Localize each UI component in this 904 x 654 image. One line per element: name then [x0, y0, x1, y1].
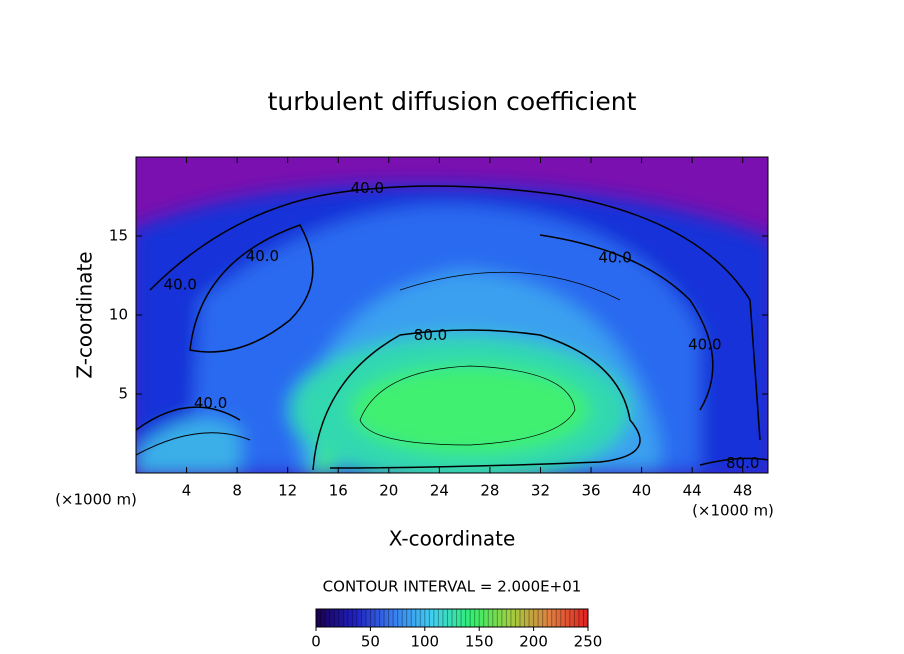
x-tick-label: 44: [683, 482, 702, 500]
x-tick-label: 28: [480, 482, 499, 500]
x-unit-right: (×1000 m): [692, 502, 774, 520]
colorbar-tick-label: 0: [311, 633, 321, 651]
contour-label: 40.0: [351, 179, 384, 197]
contour-label: 80.0: [414, 326, 447, 344]
y-tick-label: 5: [118, 385, 128, 403]
x-tick-label: 24: [430, 482, 449, 500]
field-shade: [136, 184, 768, 473]
colorbar-tick-label: 150: [465, 633, 494, 651]
x-tick-label: 40: [632, 482, 651, 500]
x-tick-label: 36: [581, 482, 600, 500]
x-tick-label: 8: [232, 482, 242, 500]
colorbar-tick-label: 50: [361, 633, 380, 651]
x-tick-label: 20: [379, 482, 398, 500]
colorbar-tick-label: 200: [519, 633, 548, 651]
x-tick-label: 12: [278, 482, 297, 500]
contour-label: 40.0: [688, 336, 721, 354]
x-unit-left: (×1000 m): [55, 491, 137, 509]
contour-label: 40.0: [246, 247, 279, 265]
field: [136, 157, 768, 473]
colorbar: [315, 608, 589, 628]
contour-label: 80.0: [726, 454, 759, 472]
x-tick-label: 32: [531, 482, 550, 500]
x-axis-label: X-coordinate: [389, 527, 516, 551]
contour-label: 40.0: [194, 394, 227, 412]
y-tick-label: 10: [109, 306, 128, 324]
contour-label: 40.0: [164, 275, 197, 293]
contour-interval: CONTOUR INTERVAL = 2.000E+01: [323, 578, 582, 596]
x-tick-label: 4: [182, 482, 192, 500]
colorbar-tick-label: 250: [574, 633, 603, 651]
y-axis-label: Z-coordinate: [73, 251, 97, 378]
colorbar-tick-label: 100: [410, 633, 439, 651]
chart-title: turbulent diffusion coefficient: [268, 87, 637, 116]
y-tick-label: 15: [109, 227, 128, 245]
contour-label: 40.0: [598, 249, 631, 267]
contour-lines: [136, 185, 768, 471]
x-tick-label: 16: [329, 482, 348, 500]
x-tick-label: 48: [733, 482, 752, 500]
